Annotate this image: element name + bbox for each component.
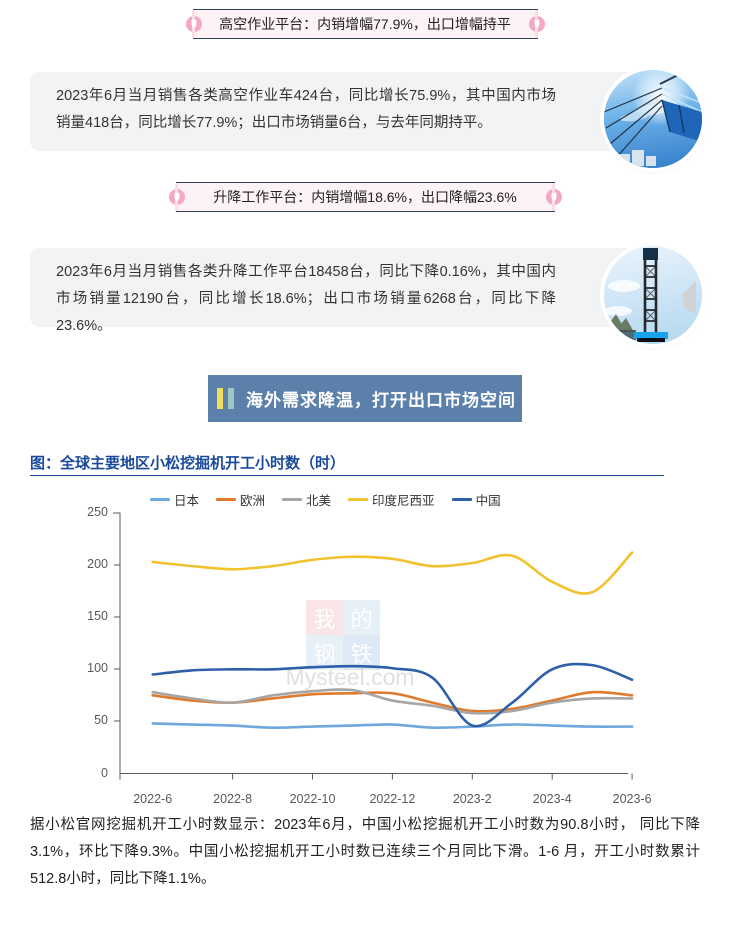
svg-text:的: 的 (350, 607, 372, 632)
svg-text:我: 我 (313, 607, 335, 632)
